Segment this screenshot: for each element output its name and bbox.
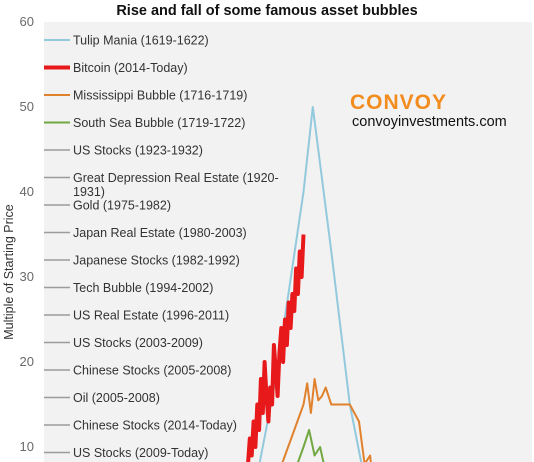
brand-logo: CONVOY xyxy=(350,91,447,114)
series-line-2 xyxy=(281,378,372,462)
legend-label: Tech Bubble (1994-2002) xyxy=(73,281,213,295)
legend-label: Mississippi Bubble (1716-1719) xyxy=(73,89,247,103)
brand-url: convoyinvestments.com xyxy=(352,114,507,130)
y-tick-label: 50 xyxy=(20,99,34,114)
legend-label: US Real Estate (1996-2011) xyxy=(73,309,229,323)
y-tick-label: 20 xyxy=(20,354,34,369)
legend-label: Great Depression Real Estate (1920-1931) xyxy=(73,171,279,199)
legend-label: Oil (2005-2008) xyxy=(73,391,160,405)
legend-label: Japanese Stocks (1982-1992) xyxy=(73,254,240,268)
y-tick-label: 30 xyxy=(20,269,34,284)
series-line-1 xyxy=(246,234,306,462)
plot-area xyxy=(44,22,532,462)
legend-label: Japan Real Estate (1980-2003) xyxy=(73,226,247,240)
chart-title: Rise and fall of some famous asset bubbl… xyxy=(116,3,417,19)
legend-label: US Stocks (2009-Today) xyxy=(73,446,208,460)
brand-block: CONVOY convoyinvestments.com xyxy=(350,91,507,130)
legend-label: Tulip Mania (1619-1622) xyxy=(73,34,209,48)
y-tick-label: 40 xyxy=(20,184,34,199)
y-tick-label: 10 xyxy=(20,439,34,454)
series-line-3 xyxy=(297,429,325,462)
y-axis-label: Multiple of Starting Price xyxy=(2,204,16,340)
legend-label: Gold (1975-1982) xyxy=(73,199,171,213)
y-tick-label: 60 xyxy=(20,14,34,29)
legend-label: Bitcoin (2014-Today) xyxy=(73,61,188,75)
legend-label: Chinese Stocks (2005-2008) xyxy=(73,364,231,378)
legend: Tulip Mania (1619-1622) Bitcoin (2014-Tod… xyxy=(44,34,279,460)
legend-label: Chinese Stocks (2014-Today) xyxy=(73,419,237,433)
series-lines xyxy=(246,106,372,462)
legend-label: South Sea Bubble (1719-1722) xyxy=(73,116,245,130)
y-axis-ticks: 10 20 30 40 50 60 xyxy=(20,14,34,454)
legend-label: US Stocks (1923-1932) xyxy=(73,144,203,158)
legend-label: US Stocks (2003-2009) xyxy=(73,336,203,350)
